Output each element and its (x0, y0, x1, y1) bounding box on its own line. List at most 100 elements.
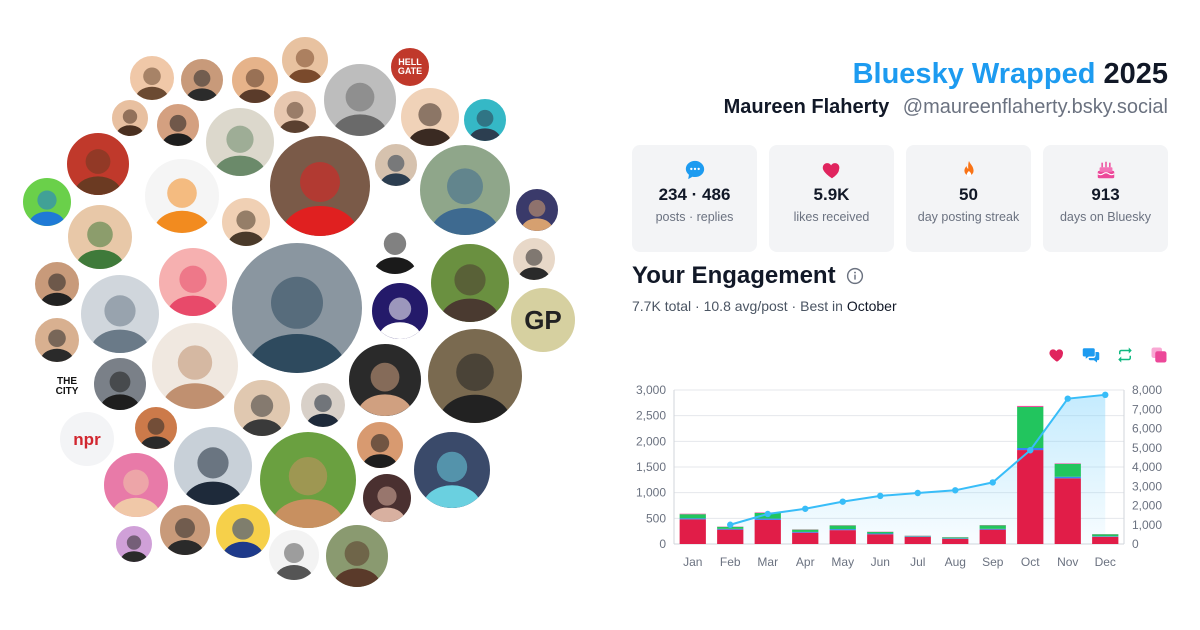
person-silhouette-icon (166, 518, 204, 555)
avatar[interactable] (214, 502, 272, 560)
page-title: Bluesky Wrapped 2025 (853, 58, 1168, 91)
bar-segment (979, 525, 1006, 529)
hell-gate-avatar-label: HELL GATE (391, 48, 429, 86)
avatar[interactable] (232, 378, 292, 438)
avatar[interactable] (322, 62, 398, 138)
person-silhouette-icon (423, 451, 481, 508)
avatar[interactable] (150, 321, 240, 411)
repost-toggle-icon[interactable] (1116, 346, 1134, 364)
person-silhouette-icon (332, 82, 388, 136)
avatar[interactable] (114, 524, 154, 564)
avatar[interactable] (418, 143, 512, 237)
person-silhouette-icon (28, 190, 66, 226)
x-tick-label: Jul (910, 555, 925, 569)
avatar[interactable] (462, 97, 508, 143)
x-tick-label: Sep (982, 555, 1004, 569)
gp-avatar[interactable]: GP (509, 286, 577, 354)
bar-segment (829, 530, 856, 544)
hell-gate-avatar[interactable]: HELL GATE (389, 46, 431, 88)
avatar[interactable] (21, 176, 73, 228)
avatar[interactable] (514, 187, 560, 233)
bar-segment (1054, 463, 1081, 477)
person-silhouette-icon (357, 362, 413, 416)
person-silhouette-icon (75, 221, 125, 269)
year-title: 2025 (1103, 58, 1168, 90)
avatar[interactable] (324, 523, 390, 589)
avatar[interactable] (280, 35, 330, 85)
avatar[interactable] (258, 430, 358, 530)
bar-segment (867, 534, 894, 544)
stat-value-posts: 234 · 486 (658, 185, 731, 204)
person-silhouette-icon (240, 394, 284, 436)
person-silhouette-icon (153, 178, 211, 233)
avatar[interactable] (102, 451, 170, 519)
avatar[interactable] (365, 216, 425, 276)
bar-segment (829, 529, 856, 531)
avatar[interactable] (399, 86, 461, 148)
npr-avatar[interactable]: npr (58, 410, 116, 468)
avatar[interactable] (347, 342, 423, 418)
avatar[interactable] (373, 142, 419, 188)
avatar[interactable] (268, 134, 372, 238)
y-tick-left: 0 (659, 537, 666, 551)
avatar[interactable] (133, 405, 179, 451)
person-silhouette-icon (469, 109, 501, 141)
avatar[interactable] (172, 425, 254, 507)
avatar[interactable] (179, 57, 225, 103)
bar-segment (942, 538, 969, 544)
person-silhouette-icon (214, 125, 266, 176)
avatar[interactable] (158, 503, 212, 557)
avatar[interactable] (230, 55, 280, 105)
bar-segment (942, 538, 969, 539)
avatar[interactable] (412, 430, 492, 510)
avatar[interactable] (79, 273, 161, 355)
user-handle: @maureenflaherty.bsky.social (902, 96, 1168, 118)
avatar[interactable] (299, 381, 347, 429)
person-silhouette-icon (430, 168, 500, 235)
bar-segment (679, 514, 706, 519)
stat-card-days: 913 days on Bluesky (1043, 145, 1168, 252)
avatar[interactable] (143, 157, 221, 235)
user-line: Maureen Flaherty @maureenflaherty.bsky.s… (724, 96, 1168, 119)
likes-toggle-heart-icon[interactable] (1048, 346, 1066, 364)
person-silhouette-icon (120, 535, 148, 562)
avatar[interactable] (110, 98, 150, 138)
x-tick-label: Feb (720, 555, 741, 569)
avatar[interactable] (272, 89, 318, 135)
person-silhouette-icon (380, 154, 412, 186)
wrapped-panel: Bluesky Wrapped 2025 Maureen Flaherty @m… (632, 0, 1168, 630)
avatar[interactable] (511, 236, 557, 282)
engagement-title: Your Engagement (632, 262, 836, 289)
avatar[interactable] (370, 281, 430, 341)
bar-segment (867, 533, 894, 535)
avatar[interactable] (204, 106, 276, 178)
avatar[interactable] (92, 356, 148, 412)
quote-toggle-icon[interactable] (1150, 346, 1168, 364)
avatar[interactable] (426, 327, 524, 425)
stat-label-likes: likes received (793, 210, 870, 224)
avatar[interactable] (33, 260, 81, 308)
avatar[interactable] (355, 420, 405, 470)
person-silhouette-icon (373, 232, 417, 274)
avatar[interactable] (230, 241, 364, 375)
person-silhouette-icon (378, 297, 422, 339)
info-icon[interactable] (846, 267, 864, 285)
avatar[interactable] (65, 131, 131, 197)
the-city-avatar[interactable]: THE CITY (48, 368, 86, 406)
avatar[interactable] (220, 196, 272, 248)
avatar[interactable] (128, 54, 176, 102)
avatar[interactable] (267, 528, 321, 582)
avatar[interactable] (361, 472, 413, 524)
stat-label-days: days on Bluesky (1059, 210, 1152, 224)
avatar[interactable] (155, 102, 201, 148)
person-silhouette-icon (521, 199, 553, 231)
avatar[interactable] (33, 316, 81, 364)
replies-toggle-icon[interactable] (1082, 346, 1100, 364)
avatar[interactable] (66, 203, 134, 271)
person-silhouette-icon (100, 371, 140, 410)
brand-title: Bluesky Wrapped (852, 58, 1096, 90)
engagement-chart: 0 500 1,000 1,500 2,000 2,500 3,000 0 1,000 2,000… (636, 383, 1162, 569)
the-city-avatar-label: THE CITY (50, 370, 84, 404)
avatar[interactable] (429, 242, 511, 324)
avatar[interactable] (157, 246, 229, 318)
